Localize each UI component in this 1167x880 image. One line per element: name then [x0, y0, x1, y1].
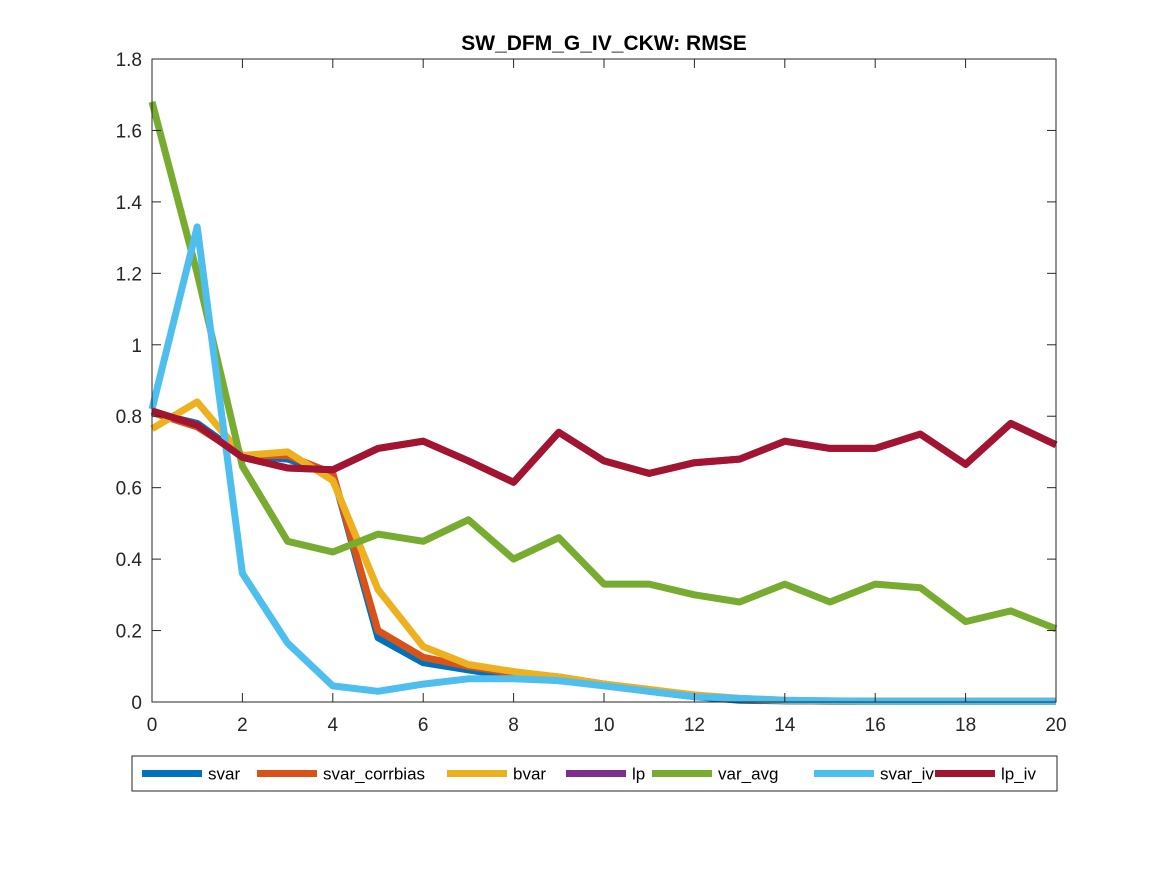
chart-title: SW_DFM_G_IV_CKW: RMSE — [461, 32, 746, 55]
legend: svar svar_corrbias bvar lp var_avg svar_iv lp_… — [131, 755, 1058, 792]
x-tick-label: 2 — [237, 715, 248, 736]
y-tick-label: 0.2 — [116, 622, 142, 643]
y-tick-label: 0.4 — [116, 550, 143, 571]
legend-label-lp-iv: lp_iv — [1001, 765, 1036, 784]
legend-label-var-avg: var_avg — [718, 765, 778, 784]
legend-label-lp: lp — [632, 765, 645, 784]
x-tick-label: 20 — [1045, 715, 1066, 736]
x-tick-label: 0 — [147, 715, 158, 736]
y-tick-label: 0.6 — [116, 479, 142, 500]
x-tick-label: 8 — [508, 715, 519, 736]
series-line-svar-iv — [148, 223, 1056, 705]
plot-background — [152, 59, 1056, 702]
y-tick-label: 1 — [131, 336, 142, 357]
legend-label-svar-corrbias: svar_corrbias — [323, 765, 425, 784]
y-tick-label: 1.8 — [116, 50, 142, 71]
legend-label-svar: svar — [208, 765, 240, 784]
legend-label-svar-iv: svar_iv — [880, 765, 934, 784]
ticks-layer: 0 2 4 6 8 10 12 14 16 18 20 0 0.2 0.4 0.6 0.8 1 1.2 1.4 1.6… — [116, 50, 1067, 736]
series-line-lp-iv — [150, 407, 1058, 486]
x-tick-label: 10 — [593, 715, 614, 736]
x-tick-label: 12 — [684, 715, 705, 736]
x-tick-label: 14 — [774, 715, 796, 736]
x-tick-label: 16 — [865, 715, 886, 736]
y-tick-label: 1.2 — [116, 264, 142, 285]
y-tick-label: 1.4 — [116, 193, 143, 214]
series-layer — [148, 101, 1058, 705]
series-line-var-avg — [148, 101, 1058, 633]
legend-label-bvar: bvar — [513, 765, 546, 784]
x-tick-label: 18 — [955, 715, 976, 736]
x-tick-label: 6 — [418, 715, 429, 736]
plot-area — [152, 59, 1056, 702]
y-tick-label: 0.8 — [116, 407, 142, 428]
y-tick-label: 1.6 — [116, 121, 142, 142]
y-tick-label: 0 — [131, 693, 142, 714]
x-tick-label: 4 — [328, 715, 339, 736]
